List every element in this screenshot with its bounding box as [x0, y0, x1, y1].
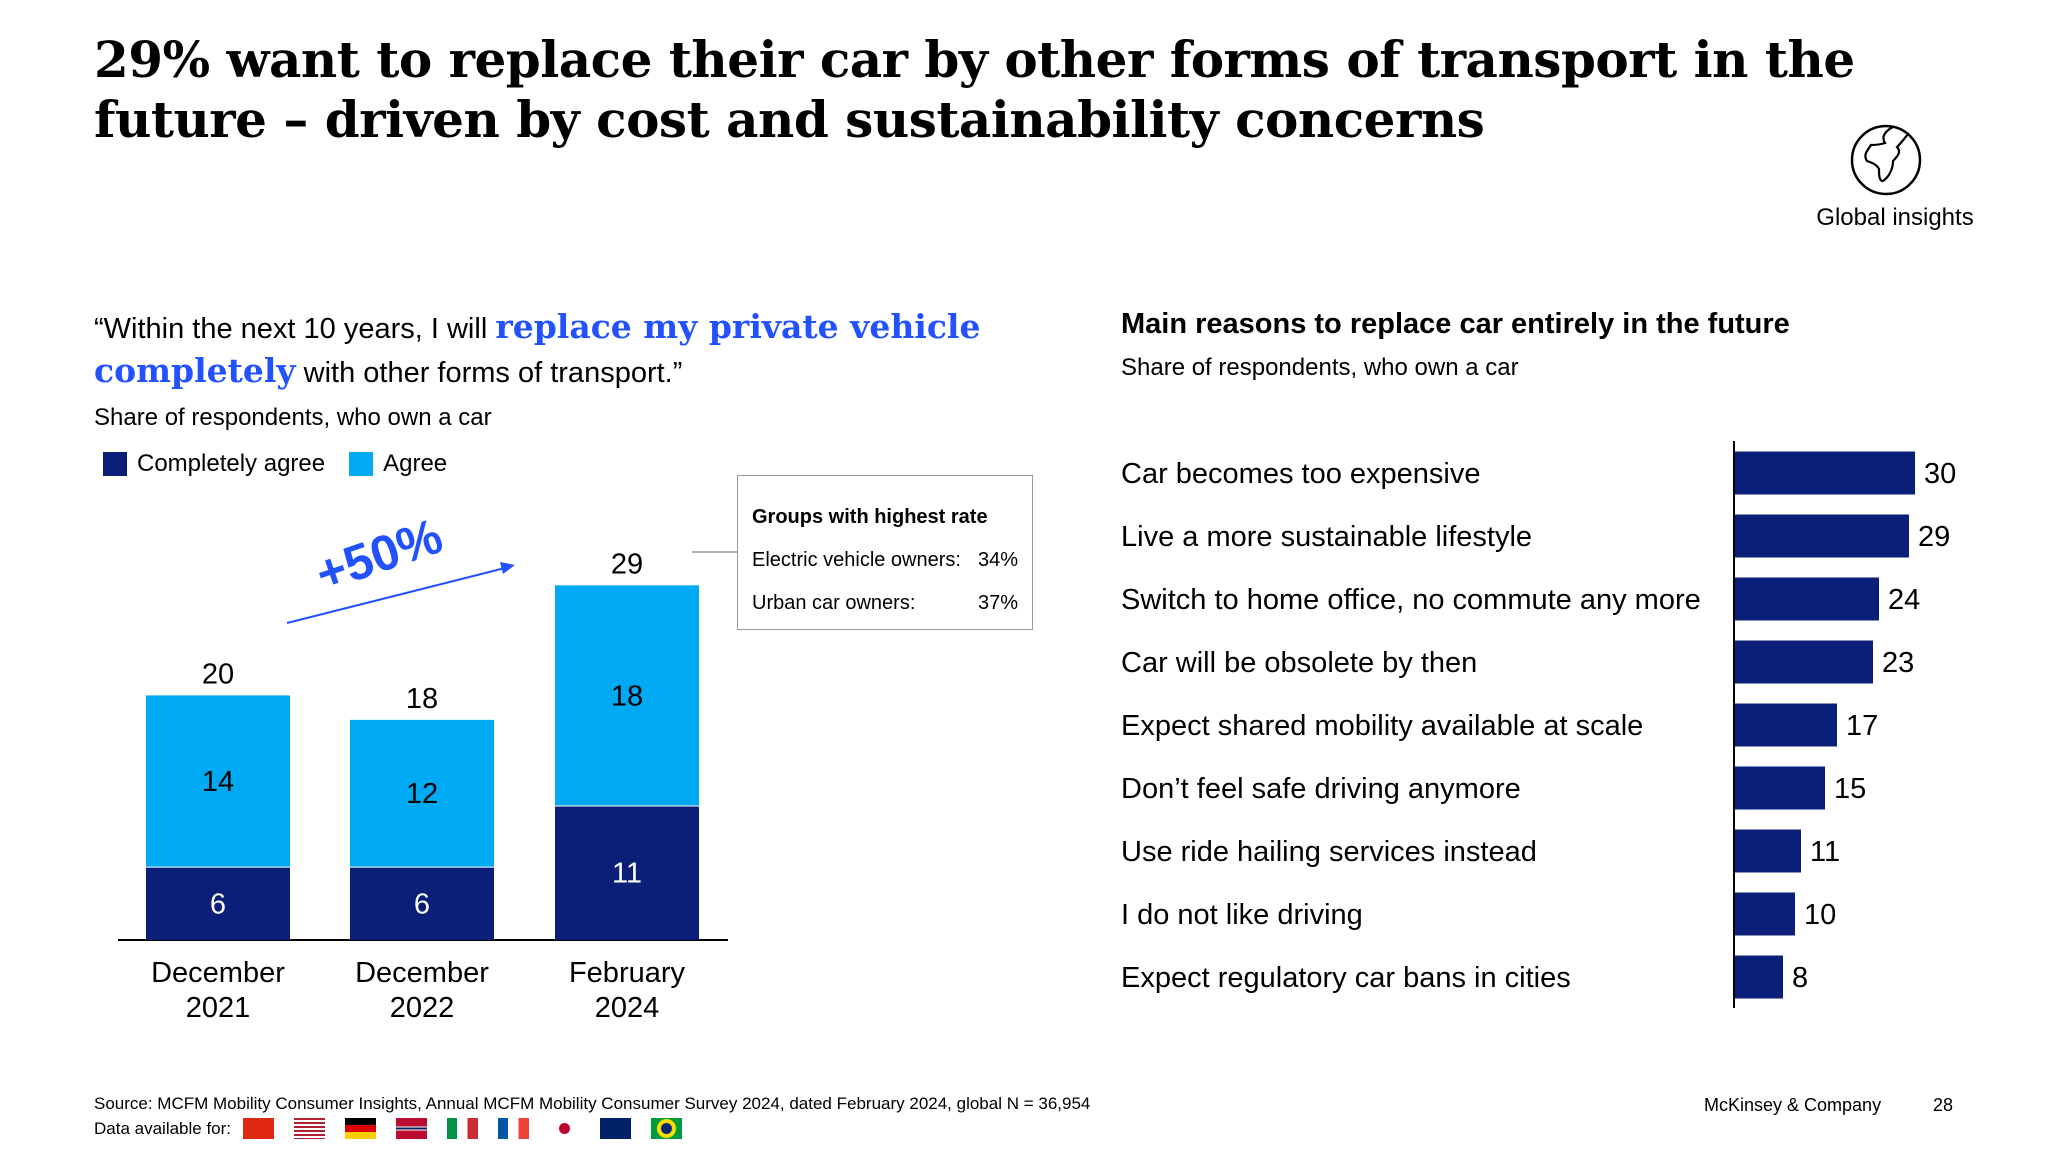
reason-label: Use ride hailing services instead [1121, 836, 1537, 868]
flag-norway-icon [396, 1118, 427, 1139]
quote-text: “Within the next 10 years, I will [94, 313, 496, 345]
category-label: 2022 [390, 992, 455, 1024]
legend-label: Agree [383, 450, 448, 477]
horizontal-bar-chart: Car becomes too expensive 30 Live a more s… [1121, 441, 1956, 1008]
arrow-head-icon [500, 562, 515, 574]
legend-label: Completely agree [137, 450, 326, 477]
right-chart-subtitle: Share of respondents, who own a car [1121, 354, 1519, 381]
value-label: 10 [1804, 899, 1836, 931]
reason-label: Car will be obsolete by then [1121, 647, 1477, 679]
callout-label: Electric vehicle owners: [752, 549, 961, 571]
flag-italy-icon [447, 1118, 478, 1139]
flag-germany-icon [345, 1118, 376, 1139]
flag-france-icon [498, 1118, 529, 1139]
flag-australia-icon [600, 1118, 631, 1139]
callout-row: Urban car owners: 37% [752, 582, 1018, 625]
survey-quote: “Within the next 10 years, I will replac… [94, 306, 994, 394]
total-label: 29 [611, 548, 643, 580]
callout-box: Groups with highest rate Electric vehicl… [737, 475, 1033, 630]
company-name: McKinsey & Company [1704, 1095, 1882, 1115]
reason-label: Switch to home office, no commute any mo… [1121, 584, 1701, 616]
flag-china-icon [243, 1118, 274, 1139]
chart-legend: Completely agree Agree [103, 450, 447, 478]
value-label: 8 [1792, 962, 1808, 994]
value-label: 30 [1924, 458, 1956, 490]
source-note: Source: MCFM Mobility Consumer Insights,… [94, 1094, 1091, 1113]
bar-segment-agree [146, 695, 290, 867]
value-label: 29 [1918, 521, 1950, 553]
segment-label: 18 [611, 680, 643, 712]
reason-label: Expect regulatory car bans in cities [1121, 962, 1571, 994]
value-label: 24 [1888, 584, 1920, 616]
flag-japan-icon [549, 1118, 580, 1139]
reason-bar [1735, 451, 1915, 495]
global-insights-label: Global insights [1816, 204, 1974, 231]
bar-segment-completely-agree [350, 866, 494, 940]
bar-segment-agree [555, 585, 699, 806]
growth-arrow [286, 567, 506, 624]
stacked-bar-chart: +50% 61420December202161218December20221… [118, 507, 737, 1024]
globe-africa-icon [1850, 124, 1922, 196]
callout-label: Urban car owners: [752, 592, 916, 614]
page-number: 28 [1933, 1095, 1954, 1115]
reason-bar [1735, 640, 1873, 684]
reason-label: Live a more sustainable lifestyle [1121, 521, 1532, 553]
reason-label: Car becomes too expensive [1121, 458, 1480, 490]
category-label: 2021 [186, 992, 251, 1024]
bar-segment-completely-agree [146, 866, 290, 940]
right-chart-title: Main reasons to replace car entirely in … [1121, 308, 1790, 340]
value-label: 15 [1834, 773, 1866, 805]
quote-text-end: with other forms of transport.” [295, 357, 683, 389]
segment-label: 11 [612, 858, 642, 890]
reason-label: Don’t feel safe driving anymore [1121, 773, 1521, 805]
callout-value: 34% [977, 549, 1018, 571]
bar-segment-agree [350, 719, 494, 867]
callout-row: Electric vehicle owners: 34% [752, 539, 1018, 582]
segment-label: 6 [414, 888, 430, 920]
reason-bar [1735, 514, 1909, 558]
reason-bar [1735, 892, 1795, 936]
callout-title: Groups with highest rate [752, 506, 988, 528]
reason-bar [1735, 829, 1801, 873]
reason-bar [1735, 766, 1825, 810]
reason-bar [1735, 577, 1879, 621]
category-label: December [355, 957, 489, 989]
reason-label: I do not like driving [1121, 899, 1363, 931]
total-label: 20 [202, 658, 234, 690]
legend-swatch-agree [349, 452, 374, 476]
segment-label: 14 [202, 766, 234, 798]
segment-label: 12 [406, 778, 438, 810]
segment-label: 6 [210, 888, 226, 920]
data-available-label: Data available for: [94, 1119, 232, 1138]
left-subtitle: Share of respondents, who own a car [94, 404, 492, 431]
total-label: 18 [406, 683, 438, 715]
category-label: December [151, 957, 285, 989]
reason-label: Expect shared mobility available at scal… [1121, 710, 1643, 742]
bar-segment-completely-agree [555, 805, 699, 940]
category-label: February [569, 957, 686, 989]
category-label: 2024 [595, 992, 660, 1024]
value-label: 17 [1846, 710, 1878, 742]
legend-swatch-completely-agree [103, 452, 127, 476]
flag-usa-icon [294, 1118, 325, 1139]
value-label: 23 [1882, 647, 1914, 679]
flag-brazil-icon [651, 1118, 682, 1139]
page-title: 29% want to replace their car by other f… [94, 30, 1855, 149]
reason-bar [1735, 955, 1783, 999]
callout-value: 37% [977, 592, 1018, 614]
reason-bar [1735, 703, 1837, 747]
quote-highlight: replace my private vehicle completely [94, 307, 981, 390]
value-label: 11 [1810, 836, 1840, 868]
